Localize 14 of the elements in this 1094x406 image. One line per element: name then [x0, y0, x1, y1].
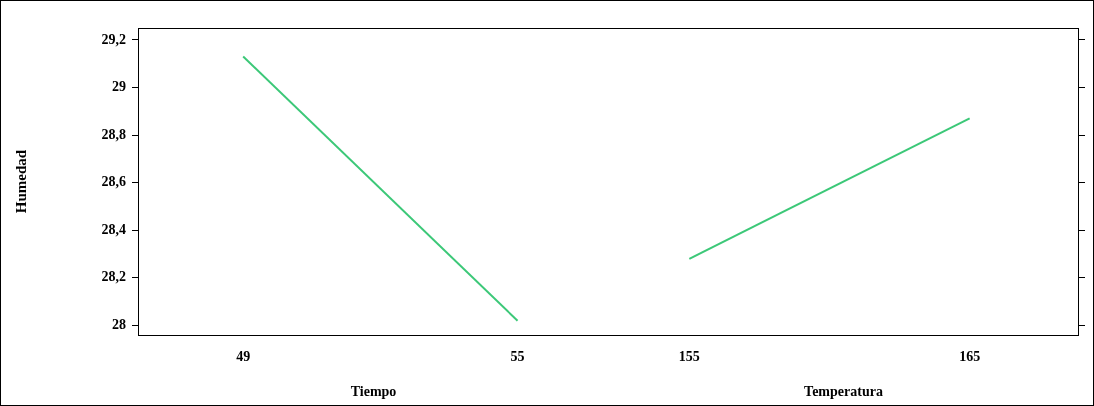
x-tick-label: 165: [959, 349, 981, 365]
y-tick-label: 29: [112, 79, 126, 95]
x-tick-label: 55: [510, 349, 525, 365]
y-tick-label: 29,2: [101, 31, 126, 47]
y-tick-label: 28,8: [101, 126, 126, 142]
x-tick-label: 49: [236, 349, 251, 365]
x-tick-label: 155: [678, 349, 700, 365]
y-tick-label: 28: [112, 317, 126, 333]
y-axis-title: Humedad: [12, 149, 29, 214]
x-axis-title: Temperatura: [804, 384, 883, 400]
y-tick-label: 28,2: [101, 269, 126, 285]
y-tick-label: 28,6: [101, 174, 126, 190]
x-axis-title: Tiempo: [350, 384, 397, 400]
y-tick-label: 28,4: [101, 221, 126, 237]
